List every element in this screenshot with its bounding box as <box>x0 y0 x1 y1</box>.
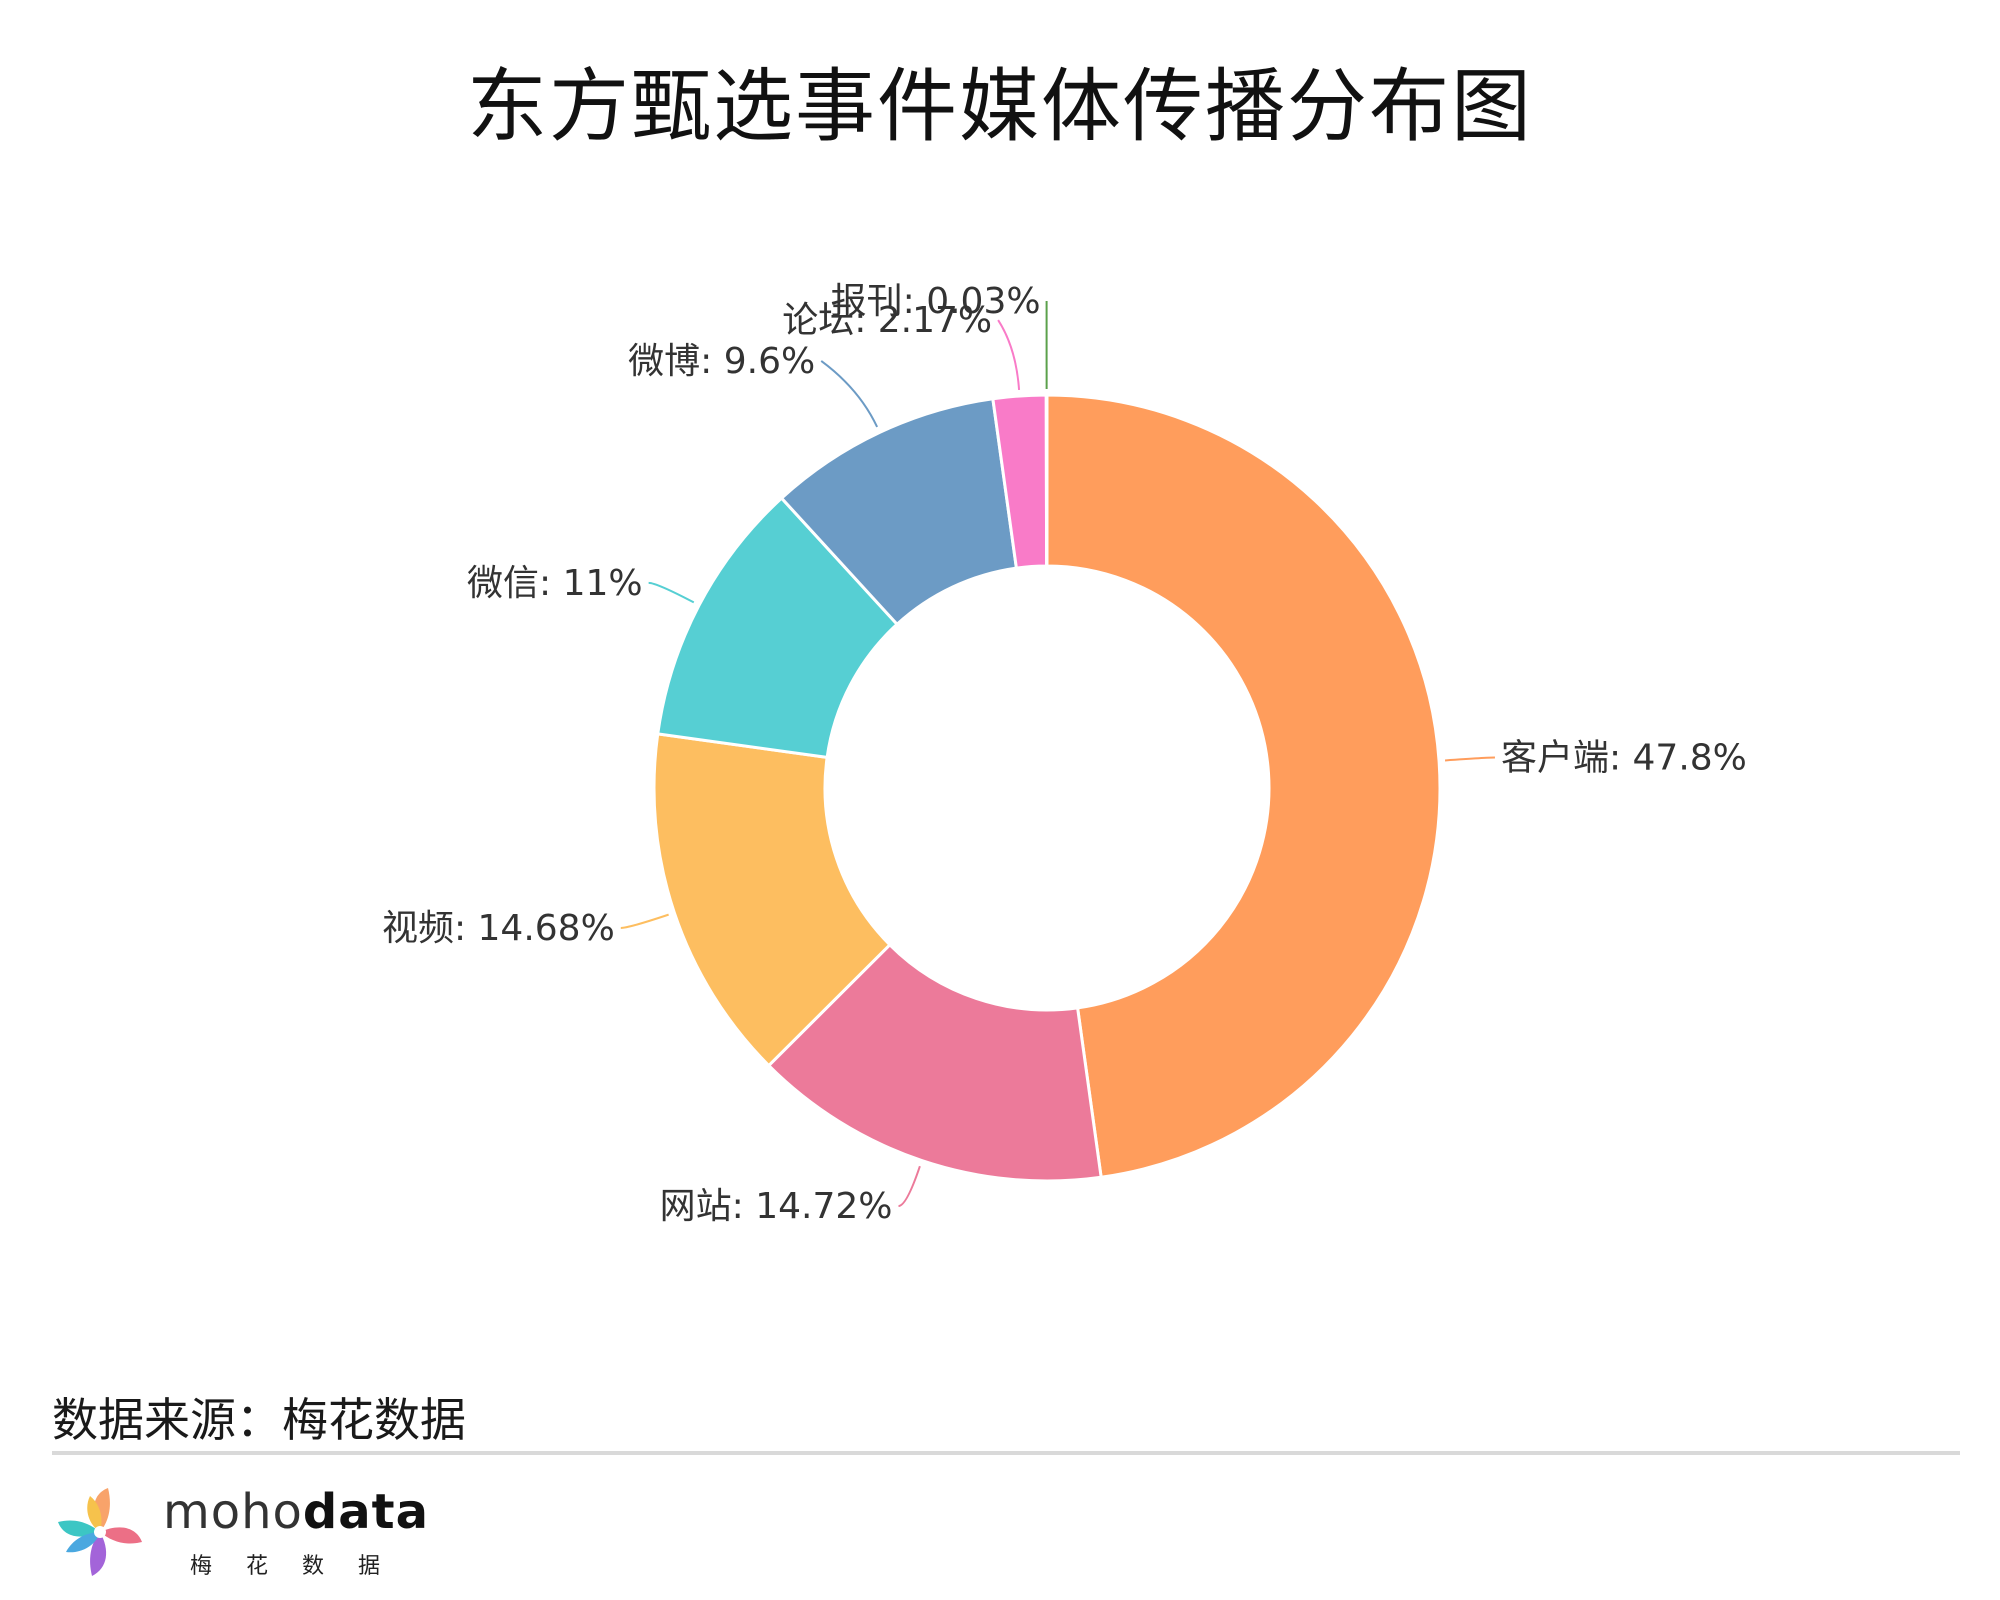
slice-label-wechat: 微信: 11% <box>467 563 643 604</box>
brand-wordmark-bold: data <box>302 1484 430 1540</box>
slice-label-website: 网站: 14.72% <box>660 1186 893 1227</box>
slice-label-weibo: 微博: 9.6% <box>628 341 815 382</box>
slice-label-video: 视频: 14.68% <box>382 908 615 949</box>
leader-line-website <box>898 1165 921 1208</box>
pinwheel-logo-icon <box>58 1488 142 1576</box>
footer-divider <box>52 1451 1960 1455</box>
slice-client[interactable] <box>1045 393 1442 1179</box>
leader-line-weibo <box>820 360 879 428</box>
slice-label-client: 客户端: 47.8% <box>1501 738 1747 779</box>
leader-line-video <box>620 913 669 929</box>
slice-label-newspaper: 报刊: 0.03% <box>831 281 1041 322</box>
slice-label-forum: 论坛: 2.17% <box>782 300 992 341</box>
chart-title: 东方甄选事件媒体传播分布图 <box>467 60 1533 153</box>
brand-wordmark: mohodata <box>163 1484 429 1540</box>
brand-wordmark-light: moho <box>163 1484 303 1540</box>
slice-video[interactable] <box>652 732 892 1068</box>
brand-subtitle: 梅花数据 <box>190 1554 415 1579</box>
source-note: 数据来源：梅花数据 <box>52 1393 466 1447</box>
leader-line-forum <box>997 319 1021 391</box>
leader-line-wechat <box>648 581 695 604</box>
leader-line-client <box>1444 756 1495 762</box>
slice-website[interactable] <box>766 942 1103 1183</box>
slice-newspaper[interactable] <box>1044 393 1049 568</box>
donut-chart: 客户端: 47.8% 网站: 14.72% 视频: 14.68% 微信: 11% 微博:… <box>382 281 1747 1227</box>
